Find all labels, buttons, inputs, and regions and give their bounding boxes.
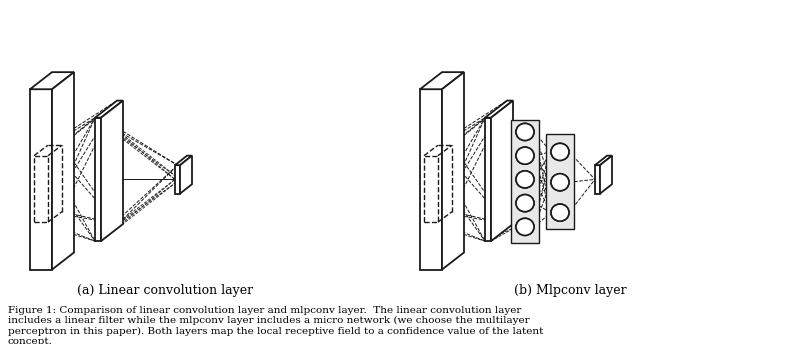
- Polygon shape: [180, 156, 192, 194]
- Circle shape: [516, 195, 534, 212]
- Text: Figure 1: Comparison of linear convolution layer and mlpconv layer.  The linear : Figure 1: Comparison of linear convoluti…: [8, 306, 521, 315]
- Circle shape: [516, 123, 534, 140]
- Circle shape: [516, 218, 534, 235]
- Text: (b) Mlpconv layer: (b) Mlpconv layer: [514, 284, 626, 297]
- Circle shape: [516, 171, 534, 188]
- Polygon shape: [101, 100, 123, 241]
- Text: perceptron in this paper). Both layers map the local receptive field to a confid: perceptron in this paper). Both layers m…: [8, 326, 543, 336]
- Polygon shape: [485, 118, 491, 241]
- Polygon shape: [485, 100, 513, 118]
- Polygon shape: [420, 72, 464, 89]
- Polygon shape: [52, 72, 74, 270]
- FancyBboxPatch shape: [546, 134, 574, 229]
- Text: (a) Linear convolution layer: (a) Linear convolution layer: [77, 284, 253, 297]
- Circle shape: [551, 174, 569, 191]
- Polygon shape: [175, 156, 192, 165]
- Polygon shape: [595, 156, 612, 165]
- Circle shape: [516, 147, 534, 164]
- Text: concept.: concept.: [8, 337, 53, 344]
- Circle shape: [551, 204, 569, 221]
- Polygon shape: [420, 89, 442, 270]
- Circle shape: [516, 218, 534, 235]
- Polygon shape: [442, 72, 464, 270]
- Circle shape: [516, 147, 534, 164]
- Circle shape: [516, 195, 534, 212]
- Circle shape: [516, 123, 534, 140]
- Circle shape: [551, 143, 569, 160]
- Polygon shape: [595, 165, 600, 194]
- Circle shape: [551, 174, 569, 191]
- Circle shape: [551, 204, 569, 221]
- FancyBboxPatch shape: [511, 120, 539, 243]
- Polygon shape: [491, 100, 513, 241]
- Text: includes a linear filter while the mlpconv layer includes a micro network (we ch: includes a linear filter while the mlpco…: [8, 316, 530, 325]
- Polygon shape: [600, 156, 612, 194]
- Circle shape: [551, 143, 569, 160]
- Polygon shape: [95, 100, 123, 118]
- Polygon shape: [95, 118, 101, 241]
- Polygon shape: [175, 165, 180, 194]
- Polygon shape: [30, 72, 74, 89]
- Polygon shape: [30, 89, 52, 270]
- Circle shape: [516, 171, 534, 188]
